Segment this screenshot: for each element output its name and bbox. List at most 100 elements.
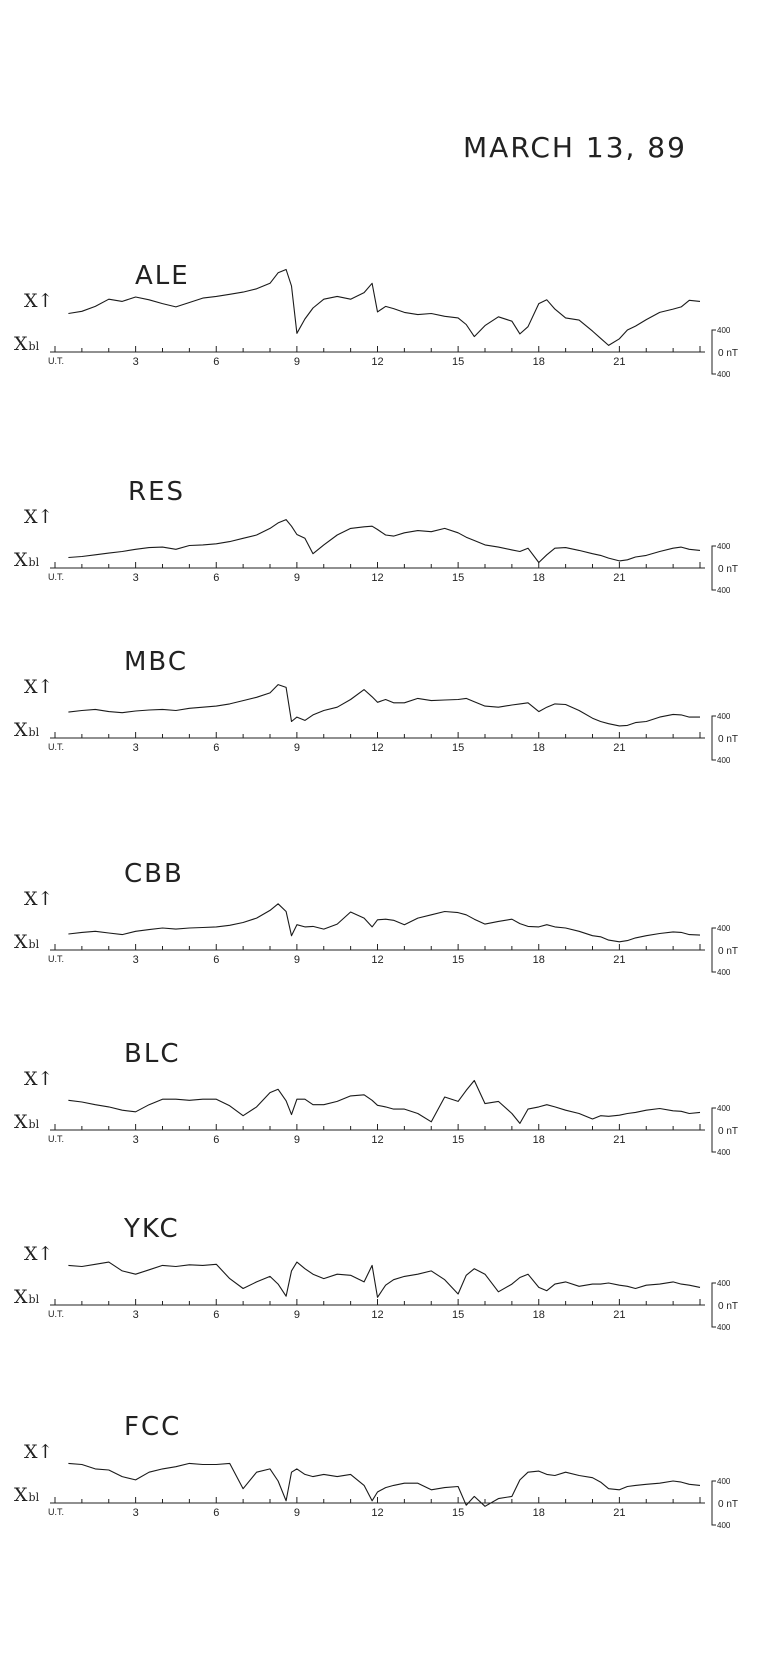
ut-label: U.T. [48,356,64,366]
tick-label-9: 9 [294,1134,300,1146]
scale-bottom-label: 400 [717,586,731,595]
scale-zero-label: 0 nT [718,348,738,359]
scale-bottom-label: 400 [717,1521,731,1530]
ut-label: U.T. [48,1309,64,1319]
station-label: YKC [123,1214,180,1244]
component-label: X↑ [24,676,53,698]
baseline-label: Xbl [14,719,40,741]
tick-label-9: 9 [294,954,300,966]
tick-label-21: 21 [613,1507,625,1519]
baseline-label: Xbl [14,1286,40,1308]
scale-zero-label: 0 nT [718,1126,738,1137]
scale-bar [711,1282,716,1328]
tick-label-9: 9 [294,1507,300,1519]
tick-label-15: 15 [452,572,464,584]
tick-label-15: 15 [452,356,464,368]
station-label: MBC [124,647,188,677]
tick-label-6: 6 [213,572,219,584]
tick-label-12: 12 [371,1507,383,1519]
scale-top-label: 400 [717,1279,731,1288]
scale-top-label: 400 [717,542,731,551]
scale-top-label: 400 [717,326,731,335]
tick-label-18: 18 [533,356,545,368]
component-label: X↑ [24,1068,53,1090]
tick-label-21: 21 [613,356,625,368]
tick-label-9: 9 [294,1309,300,1321]
baseline-label: Xbl [14,1484,40,1506]
tick-label-9: 9 [294,742,300,754]
tick-label-18: 18 [533,954,545,966]
tick-label-6: 6 [213,742,219,754]
tick-label-3: 3 [133,1134,139,1146]
tick-label-3: 3 [133,572,139,584]
tick-label-12: 12 [371,954,383,966]
tick-label-12: 12 [371,572,383,584]
station-label: FCC [124,1412,181,1442]
tick-label-6: 6 [213,1507,219,1519]
tick-label-12: 12 [371,1309,383,1321]
tick-label-6: 6 [213,954,219,966]
scale-top-label: 400 [717,1477,731,1486]
scale-bar [711,329,716,375]
station-panel-mbc: MBC X↑ Xbl U.T. 3 6 9 12 15 18 21 400 0 nT 400 [14,647,738,765]
tick-label-6: 6 [213,356,219,368]
ut-label: U.T. [48,1507,64,1517]
ut-label: U.T. [48,572,64,582]
component-label: X↑ [24,1441,53,1463]
tick-label-18: 18 [533,1309,545,1321]
trace-ale [68,268,701,346]
tick-label-21: 21 [613,1309,625,1321]
tick-label-3: 3 [133,356,139,368]
tick-label-3: 3 [133,1507,139,1519]
scale-bottom-label: 400 [717,756,731,765]
tick-label-21: 21 [613,572,625,584]
tick-label-3: 3 [133,1309,139,1321]
component-label: X↑ [24,1243,53,1265]
ut-label: U.T. [48,954,64,964]
trace-blc [68,1079,701,1124]
component-label: X↑ [24,290,53,312]
baseline-label: Xbl [14,333,40,355]
trace-ykc [68,1261,701,1298]
scale-bar [711,927,716,973]
station-label: ALE [135,261,190,291]
baseline-label: Xbl [14,1111,40,1133]
tick-label-21: 21 [613,1134,625,1146]
scale-bottom-label: 400 [717,968,731,977]
trace-mbc [68,684,700,727]
tick-label-21: 21 [613,954,625,966]
tick-label-9: 9 [294,572,300,584]
tick-label-15: 15 [452,1134,464,1146]
tick-label-12: 12 [371,742,383,754]
tick-label-15: 15 [452,1507,464,1519]
tick-label-18: 18 [533,742,545,754]
tick-label-21: 21 [613,742,625,754]
scale-top-label: 400 [717,1104,731,1113]
tick-label-3: 3 [133,742,139,754]
station-panel-cbb: CBB X↑ Xbl U.T. 3 6 9 12 15 18 21 400 0 nT 400 [14,859,738,977]
scale-bar [711,1107,716,1153]
trace-cbb [68,903,701,943]
tick-label-18: 18 [533,1507,545,1519]
tick-label-3: 3 [133,954,139,966]
station-panel-blc: BLC X↑ Xbl U.T. 3 6 9 12 15 18 21 400 0 nT 400 [14,1039,738,1157]
scale-zero-label: 0 nT [718,946,738,957]
trace-res [68,519,701,564]
tick-label-12: 12 [371,356,383,368]
scale-top-label: 400 [717,924,731,933]
tick-label-12: 12 [371,1134,383,1146]
tick-label-18: 18 [533,572,545,584]
scale-bottom-label: 400 [717,370,731,379]
trace-fcc [68,1462,701,1507]
component-label: X↑ [24,506,53,528]
ut-label: U.T. [48,742,64,752]
scale-bar [711,1480,716,1526]
scale-top-label: 400 [717,712,731,721]
tick-label-9: 9 [294,356,300,368]
station-panel-res: RES X↑ Xbl U.T. 3 6 9 12 15 18 21 400 0 nT 400 [14,477,738,595]
baseline-label: Xbl [14,549,40,571]
tick-label-15: 15 [452,954,464,966]
tick-label-15: 15 [452,1309,464,1321]
scale-zero-label: 0 nT [718,564,738,575]
